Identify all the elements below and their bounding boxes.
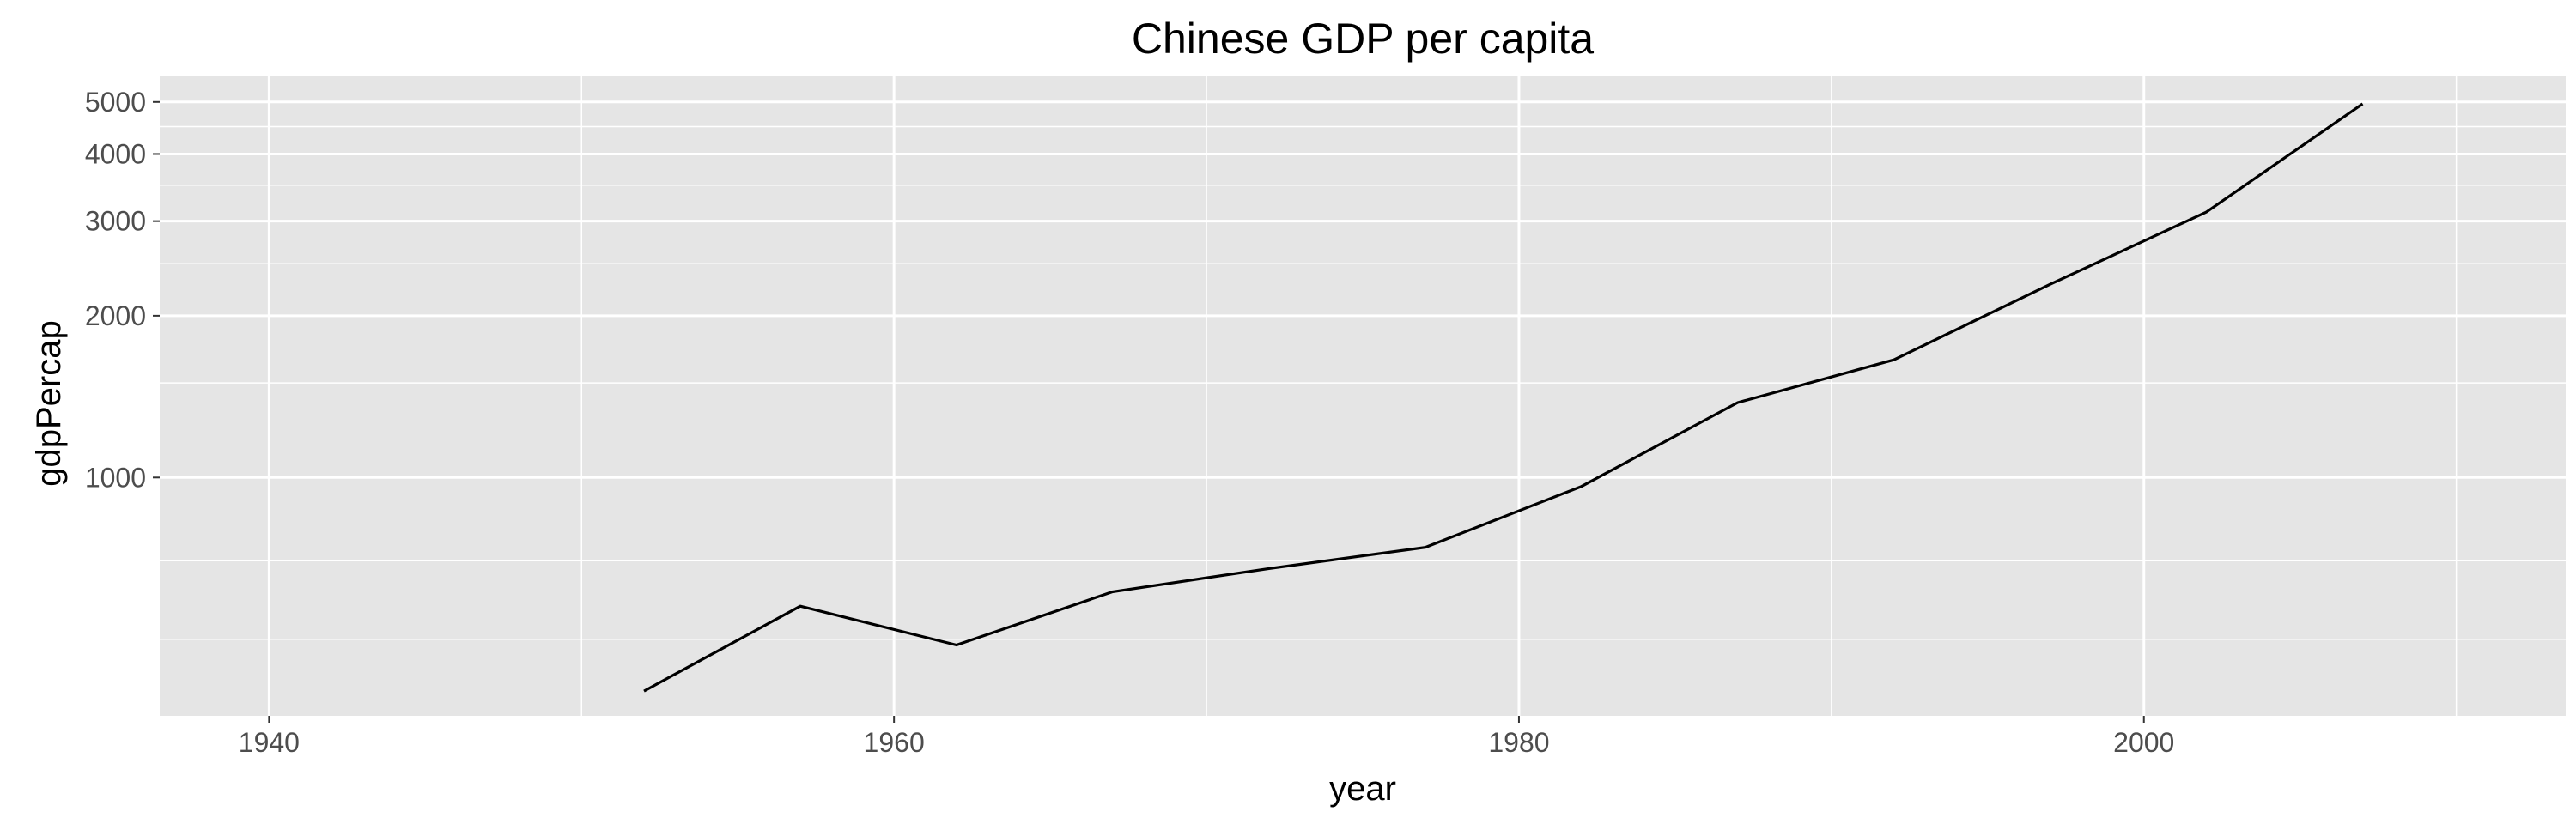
x-tick-label: 2000 [2113, 727, 2174, 758]
tick-labels: 1940 1960 1980 2000 1000 2000 3000 4000 5000 [85, 87, 2175, 758]
x-tick-label: 1960 [864, 727, 925, 758]
x-tick-label: 1940 [239, 727, 300, 758]
y-axis-title: gdpPercap [30, 320, 68, 486]
x-tick-label: 1980 [1488, 727, 1549, 758]
y-tick-label: 1000 [85, 462, 146, 493]
grid-major [160, 76, 2566, 716]
axis-ticks [153, 100, 2145, 723]
chart-title: Chinese GDP per capita [1132, 15, 1594, 63]
y-tick-label: 2000 [85, 300, 146, 331]
y-tick-label: 5000 [85, 87, 146, 118]
grid-minor [160, 76, 2566, 716]
y-tick-label: 4000 [85, 138, 146, 169]
x-axis-title: year [1329, 770, 1396, 808]
series-line [643, 102, 2364, 693]
panel-background [160, 76, 2566, 716]
y-tick-label: 3000 [85, 206, 146, 237]
series-layer [643, 102, 2364, 693]
